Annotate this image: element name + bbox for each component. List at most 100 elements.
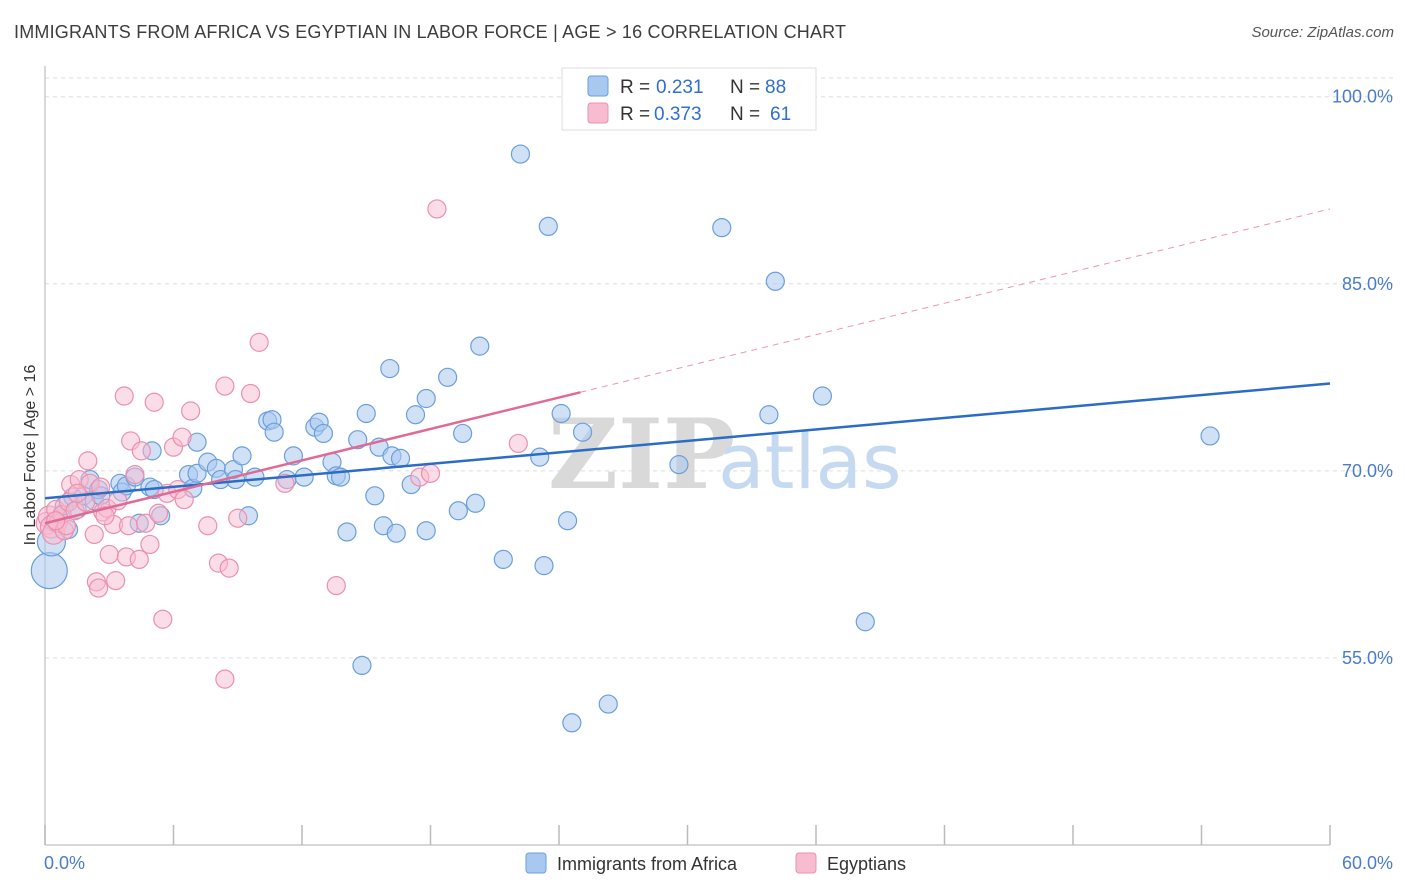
watermark-zip: ZIP: [548, 398, 735, 511]
data-point-egypt: [78, 451, 98, 471]
data-point-egypt: [125, 464, 145, 485]
data-point-egypt: [249, 332, 269, 352]
legend-n-value-2: 61: [770, 104, 791, 125]
data-point-africa: [530, 447, 550, 467]
data-point-egypt: [91, 477, 111, 497]
data-point-africa: [30, 552, 68, 590]
data-point-egypt: [219, 558, 239, 578]
data-point-egypt: [131, 441, 151, 461]
data-point-africa: [470, 336, 490, 356]
data-point-africa: [855, 612, 875, 632]
trend-lines: [44, 208, 1331, 525]
data-point-africa: [264, 422, 284, 442]
bottom-legend-egypt: Egyptians: [827, 854, 906, 874]
data-point-egypt: [148, 503, 169, 523]
data-point-africa: [557, 511, 578, 531]
data-point-africa: [416, 521, 436, 541]
legend-r-label-1: R =: [620, 77, 650, 98]
data-point-egypt: [427, 199, 447, 219]
grid-lines: [45, 77, 1393, 659]
data-point-egypt: [84, 524, 104, 545]
bottom-legend-swatch-egypt: [795, 852, 817, 874]
source-label: Source: ZipAtlas.com: [1251, 24, 1394, 41]
data-point-egypt: [275, 473, 295, 493]
y-tick-label: 55.0%: [1342, 648, 1393, 668]
data-point-africa: [313, 423, 334, 444]
legend-swatch-egypt: [587, 102, 609, 124]
data-point-africa: [365, 486, 385, 506]
data-point-egypt: [118, 516, 139, 536]
data-point-africa: [405, 405, 426, 425]
data-point-africa: [348, 430, 368, 450]
data-point-egypt: [88, 578, 109, 598]
data-point-africa: [538, 216, 558, 237]
data-point-africa: [294, 467, 314, 487]
data-point-egypt: [95, 506, 115, 526]
data-point-africa: [534, 556, 554, 576]
legend-n-label-1: N =: [730, 77, 760, 98]
data-point-egypt: [129, 549, 149, 570]
data-point-africa: [390, 448, 411, 468]
bottom-legend-africa: Immigrants from Africa: [557, 854, 738, 874]
data-point-africa: [386, 523, 406, 543]
data-point-africa: [712, 218, 732, 238]
data-point-africa: [562, 713, 582, 733]
legend-swatch-africa: [587, 75, 609, 97]
x-tick-label: 60.0%: [1342, 853, 1393, 873]
data-point-africa: [465, 493, 486, 513]
data-point-africa: [493, 549, 513, 570]
trend-line-egypt: [44, 391, 581, 525]
data-point-egypt: [114, 386, 134, 406]
y-tick-label: 85.0%: [1342, 274, 1393, 294]
data-point-egypt: [198, 516, 218, 536]
data-point-egypt: [172, 427, 192, 447]
data-point-egypt: [144, 392, 164, 412]
data-point-africa: [356, 403, 376, 424]
data-point-africa: [551, 403, 571, 424]
data-point-egypt: [106, 571, 126, 591]
legend-n-value-1: 88: [765, 77, 786, 98]
data-point-africa: [232, 446, 252, 466]
data-point-egypt: [420, 463, 441, 483]
data-point-africa: [448, 501, 468, 521]
data-point-egypt: [215, 669, 235, 689]
data-point-egypt: [241, 383, 261, 404]
data-point-africa: [453, 423, 473, 444]
top-legend: R = 0.231 N = 88 R = 0.373 N = 61: [561, 67, 817, 131]
data-point-africa: [812, 386, 833, 406]
data-point-africa: [759, 405, 779, 425]
data-point-egypt: [140, 534, 160, 555]
watermark-atlas: atlas: [718, 417, 902, 506]
data-point-africa: [352, 655, 372, 676]
trend-line-egypt-extension: [580, 208, 1331, 393]
data-point-africa: [1200, 426, 1220, 446]
bottom-legend: Immigrants from Africa Egyptians: [525, 852, 906, 874]
egypt-points: [35, 199, 528, 689]
data-point-egypt: [326, 575, 346, 596]
data-point-egypt: [99, 544, 119, 565]
data-point-egypt: [136, 513, 156, 533]
data-point-africa: [380, 358, 400, 379]
data-point-egypt: [67, 483, 87, 503]
y-tick-label: 70.0%: [1342, 461, 1393, 481]
x-tick-labels: 0.0% 60.0%: [44, 853, 1393, 873]
y-tick-labels: 55.0% 70.0% 85.0% 100.0%: [1332, 87, 1393, 668]
data-point-egypt: [174, 489, 194, 510]
data-point-egypt: [153, 609, 173, 629]
data-point-egypt: [508, 433, 528, 454]
data-point-egypt: [228, 508, 248, 528]
y-axis-label: In Labor Force | Age > 16: [22, 365, 39, 546]
y-tick-label: 100.0%: [1332, 87, 1393, 107]
chart-title: IMMIGRANTS FROM AFRICA VS EGYPTIAN IN LA…: [14, 22, 847, 42]
data-point-egypt: [181, 401, 201, 421]
legend-n-label-2: N =: [730, 104, 760, 125]
bottom-legend-swatch-africa: [525, 852, 547, 874]
data-point-africa: [438, 367, 458, 387]
data-point-africa: [669, 455, 689, 475]
data-point-africa: [598, 694, 618, 714]
data-point-egypt: [215, 376, 235, 396]
data-point-africa: [337, 522, 357, 542]
data-point-africa: [416, 388, 436, 409]
legend-r-label-2: R =: [620, 104, 650, 125]
